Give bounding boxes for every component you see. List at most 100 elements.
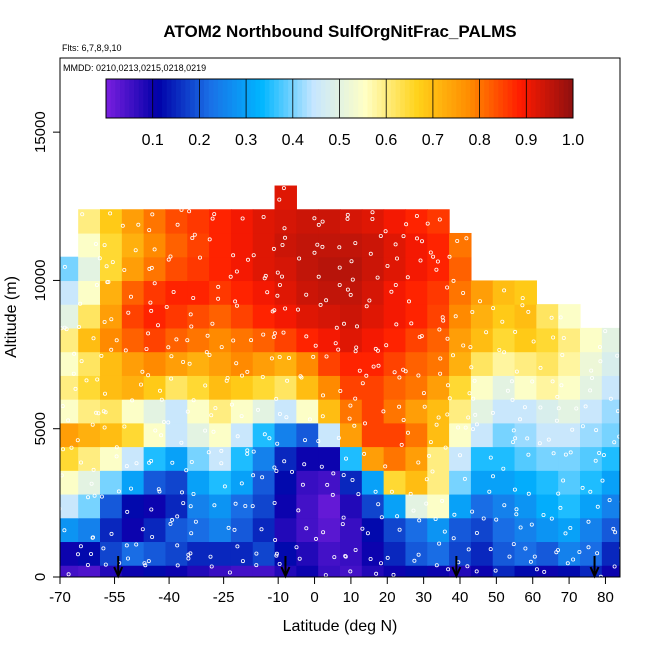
sample-point: [270, 309, 275, 314]
heatmap-cell: [121, 565, 145, 577]
sample-point: [367, 298, 372, 303]
heatmap-cell: [383, 327, 407, 353]
heatmap-cell: [558, 375, 581, 400]
sample-point: [520, 303, 525, 308]
x-tick-label: 80: [597, 589, 614, 606]
colorbar-segment: [493, 79, 499, 118]
sample-point: [595, 551, 600, 556]
sample-point: [184, 468, 189, 473]
sample-point: [159, 397, 164, 402]
colorbar-segment: [274, 79, 280, 118]
sample-point: [262, 276, 267, 281]
sample-point: [235, 544, 240, 549]
colorbar-segment: [157, 79, 163, 118]
heatmap-cell: [470, 565, 494, 577]
sample-point: [417, 334, 422, 339]
sample-point: [583, 404, 588, 409]
heatmap-cell: [121, 209, 145, 234]
flight-arrow: [451, 556, 462, 579]
heatmap-cell: [165, 517, 188, 543]
sample-point: [95, 377, 100, 382]
sample-point: [558, 505, 563, 510]
heatmap-cell: [580, 399, 603, 424]
sample-point: [589, 368, 594, 373]
colorbar-segment: [414, 79, 420, 118]
sample-point: [69, 445, 74, 450]
sample-point: [447, 396, 452, 401]
heatmap-cell: [143, 517, 167, 543]
chart-title: ATOM2 Northbound SulfOrgNitFrac_PALMS: [163, 22, 516, 41]
sample-point: [269, 356, 274, 361]
sample-point: [152, 247, 157, 252]
heatmap-cell: [449, 517, 472, 543]
sample-point: [73, 386, 78, 391]
colorbar-segment: [236, 79, 242, 118]
sample-point: [528, 559, 533, 564]
sample-point: [212, 503, 217, 508]
heatmap-cell: [601, 446, 620, 471]
sample-point: [114, 445, 119, 450]
heatmap-cell: [383, 422, 407, 448]
sample-point: [149, 507, 154, 512]
sample-points: [60, 186, 620, 577]
sample-point: [463, 425, 468, 430]
sample-point: [72, 351, 77, 356]
sample-point: [414, 236, 419, 241]
sample-point: [513, 329, 518, 334]
sample-point: [470, 309, 475, 314]
heatmap-cell: [121, 351, 145, 376]
sample-point: [228, 274, 233, 279]
heatmap-cell: [536, 304, 559, 329]
sample-point: [497, 347, 502, 352]
sample-point: [86, 495, 91, 500]
sample-point: [511, 428, 516, 433]
heatmap-cell: [361, 541, 385, 566]
sample-point: [416, 552, 421, 557]
colorbar-segment: [134, 79, 140, 118]
heatmap-cell: [252, 375, 276, 400]
sample-point: [89, 552, 94, 557]
sample-point: [421, 391, 426, 396]
sample-point: [430, 469, 435, 474]
flights-note: Flts: 6,7,8,9,10: [62, 43, 122, 53]
heatmap-cell: [558, 470, 581, 495]
sample-point: [373, 489, 378, 494]
heatmap-cell: [514, 280, 537, 305]
sample-point: [282, 235, 287, 240]
heatmap-cell: [580, 446, 603, 471]
heatmap-cell: [100, 565, 123, 577]
colorbar-segment: [204, 79, 210, 118]
heatmap-cell: [492, 399, 516, 424]
heatmap-cell: [558, 422, 581, 448]
sample-point: [612, 564, 617, 569]
sample-point: [233, 299, 238, 304]
heatmap-cell: [427, 209, 450, 234]
sample-point: [213, 406, 218, 411]
heatmap-cell: [100, 280, 123, 305]
sample-point: [419, 239, 424, 244]
heatmap-cell: [100, 375, 123, 400]
heatmap-cell: [601, 565, 620, 577]
sample-point: [436, 415, 441, 420]
sample-point: [166, 420, 171, 425]
sample-point: [91, 535, 96, 540]
heatmap-cell: [383, 351, 407, 376]
sample-point: [428, 440, 433, 445]
sample-point: [191, 491, 196, 496]
sample-point: [348, 569, 353, 574]
heatmap-cell: [492, 351, 516, 376]
sample-point: [365, 531, 370, 536]
heatmap-cell: [187, 280, 210, 305]
heatmap-cell: [492, 422, 516, 448]
sample-point: [514, 369, 519, 374]
sample-point: [197, 255, 202, 260]
sample-point: [134, 542, 139, 547]
sample-point: [316, 439, 321, 444]
colorbar-segment: [339, 79, 345, 118]
sample-point: [138, 382, 143, 387]
sample-point: [595, 504, 600, 509]
sample-point: [452, 512, 457, 517]
sample-point: [374, 571, 379, 576]
sample-point: [261, 332, 266, 337]
heatmap-cell: [296, 565, 319, 577]
